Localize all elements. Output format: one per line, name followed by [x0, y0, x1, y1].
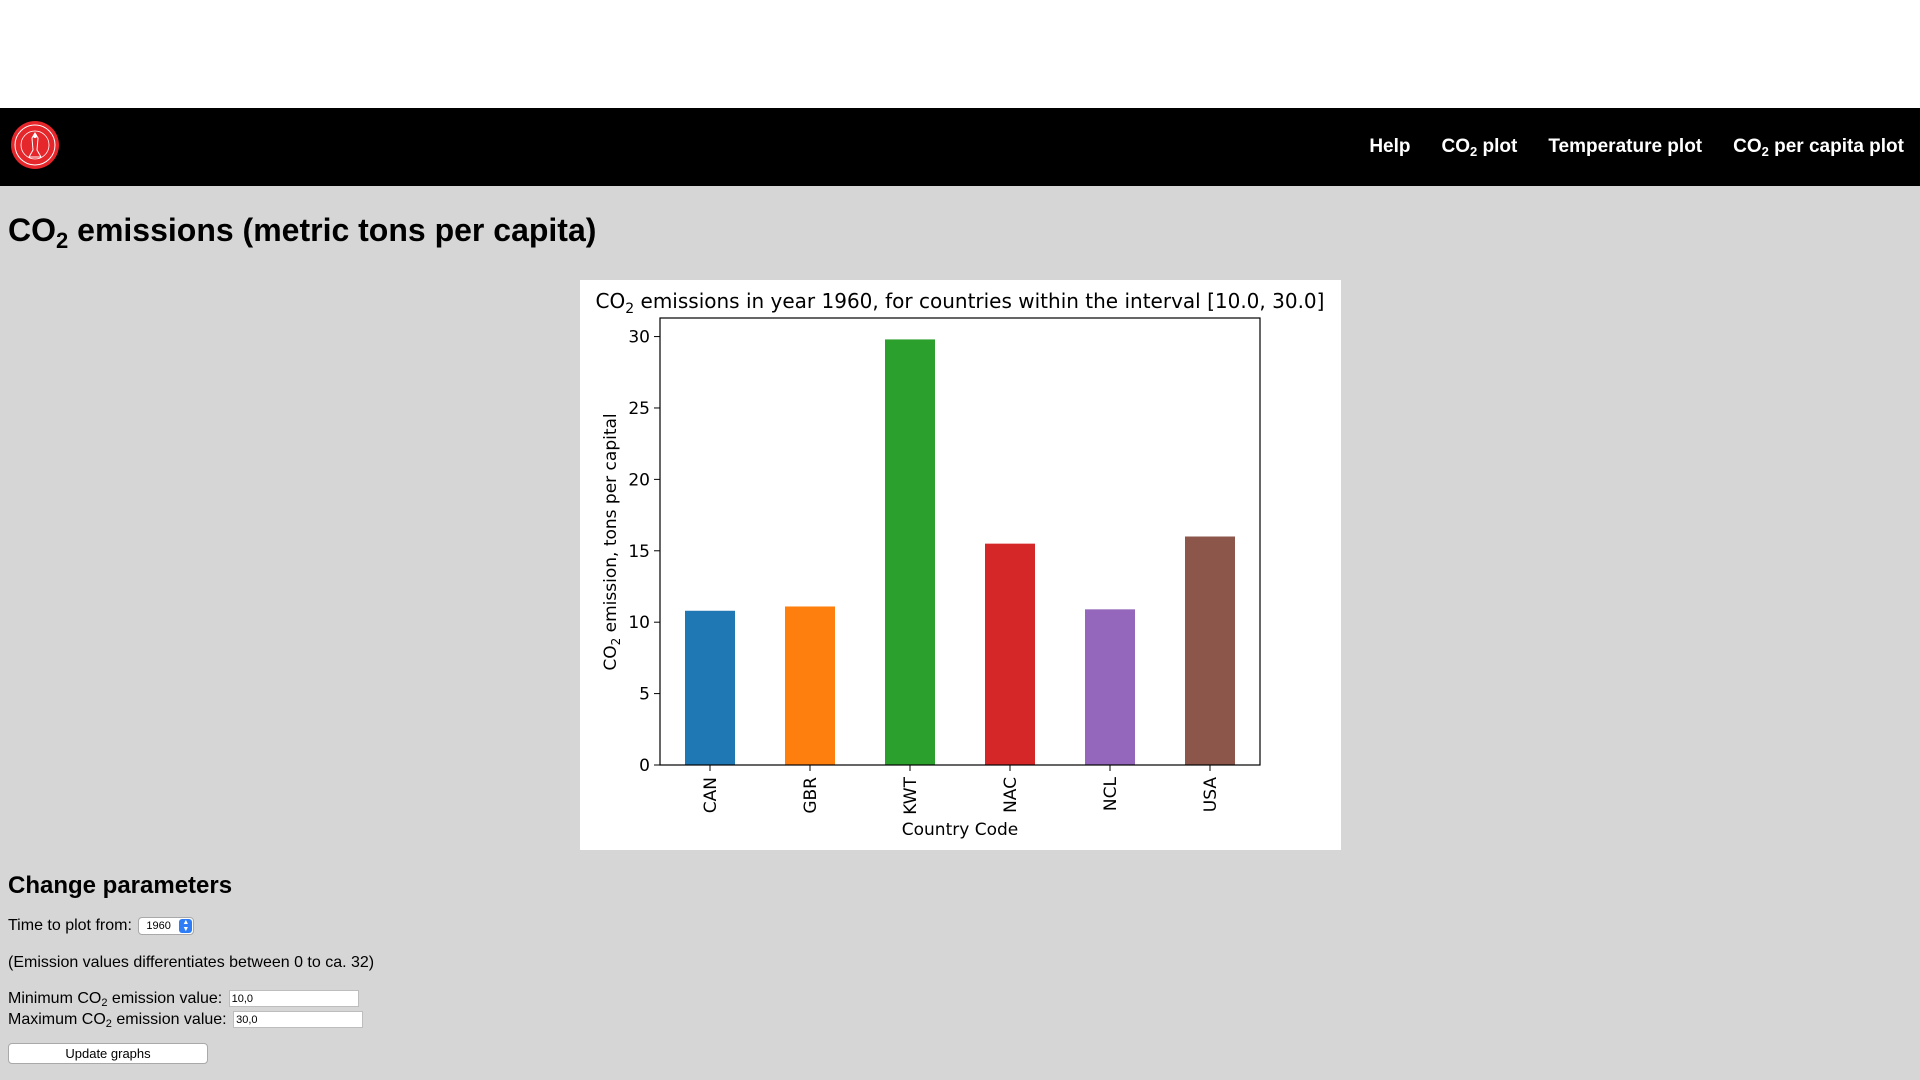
nav-temperature-plot-link[interactable]: Temperature plot: [1548, 136, 1702, 158]
max-emission-row: Maximum CO2 emission value:: [8, 1011, 364, 1030]
select-arrows-icon: ▲ ▼: [179, 919, 193, 933]
y-tick-label: 15: [628, 542, 650, 562]
nav-co2-per-capita-link[interactable]: CO2 per capita plot: [1733, 136, 1904, 159]
university-seal-icon[interactable]: [10, 120, 60, 170]
chart-title: CO2 emissions in year 1960, for countrie…: [596, 289, 1325, 317]
ticks-layer: CAN GBR KWT NAC NCL USA 0 5 10 15 20 25 30: [628, 328, 1221, 815]
min-emission-row: Minimum CO2 emission value:: [8, 990, 359, 1009]
x-tick-label: KWT: [901, 776, 921, 814]
page-title-sub: 2: [56, 228, 69, 253]
nav-co2-plot-label: CO: [1441, 135, 1471, 157]
bar-chart: CO2 emissions in year 1960, for countrie…: [596, 289, 1325, 840]
update-graphs-button[interactable]: Update graphs: [8, 1043, 208, 1064]
nav-co2-plot-sub: 2: [1470, 143, 1478, 159]
x-tick-label: NAC: [1001, 777, 1021, 813]
nav-help-label: Help: [1369, 136, 1411, 157]
chart-xlabel: Country Code: [902, 820, 1018, 840]
nav-help-link[interactable]: Help: [1369, 136, 1410, 158]
x-tick-label: USA: [1201, 777, 1221, 813]
y-tick-label: 5: [639, 685, 650, 705]
x-tick-label: GBR: [801, 777, 821, 814]
min-emission-label: Minimum CO2 emission value:: [8, 990, 223, 1009]
page-title-main: CO: [8, 212, 56, 248]
x-tick-label: CAN: [701, 777, 721, 813]
year-select[interactable]: 1960 ▲ ▼: [138, 917, 195, 935]
nav-co2-plot-rest: plot: [1477, 135, 1518, 157]
chart-container: CO2 emissions in year 1960, for countrie…: [580, 280, 1341, 850]
emission-note: (Emission values differentiates between …: [8, 954, 375, 971]
page-title-rest: emissions (metric tons per capita): [68, 212, 597, 248]
page-title: CO2 emissions (metric tons per capita): [8, 212, 596, 254]
y-tick-label: 10: [628, 613, 650, 633]
max-emission-input[interactable]: [233, 1011, 364, 1029]
time-row: Time to plot from: 1960 ▲ ▼: [8, 917, 195, 935]
nav-links: Help CO2 plot Temperature plot CO2 per c…: [1338, 108, 1904, 186]
navbar: Help CO2 plot Temperature plot CO2 per c…: [0, 108, 1920, 186]
top-blank-area: [0, 0, 1920, 108]
bar-nac: [985, 543, 1035, 765]
time-label: Time to plot from:: [8, 917, 132, 935]
bar-gbr: [785, 606, 835, 765]
nav-temperature-plot-label: Temperature plot: [1548, 136, 1703, 157]
nav-co2-per-capita-sub: 2: [1761, 143, 1769, 159]
change-parameters-heading: Change parameters: [8, 872, 233, 899]
y-tick-label: 30: [628, 328, 650, 348]
bar-kwt: [885, 339, 935, 765]
bar-ncl: [1085, 609, 1135, 765]
nav-co2-per-capita-label: CO: [1733, 135, 1762, 157]
y-tick-label: 20: [628, 470, 650, 490]
year-select-value: 1960: [146, 920, 171, 932]
y-tick-label: 0: [639, 756, 650, 776]
min-emission-input[interactable]: [228, 990, 359, 1008]
bar-usa: [1185, 536, 1235, 765]
nav-co2-per-capita-rest: per capita plot: [1768, 135, 1904, 157]
max-emission-label: Maximum CO2 emission value:: [8, 1011, 227, 1030]
y-tick-label: 25: [628, 399, 650, 419]
chart-ylabel: CO2 emission, tons per capital: [601, 413, 623, 670]
plot-frame: [659, 317, 1261, 766]
bars-layer: [685, 339, 1235, 765]
bar-can: [685, 610, 735, 765]
x-tick-label: NCL: [1101, 776, 1121, 811]
nav-co2-plot-link[interactable]: CO2 plot: [1442, 136, 1518, 159]
